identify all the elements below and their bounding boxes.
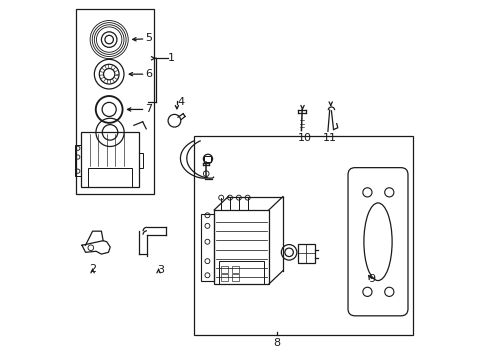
Bar xyxy=(298,243,315,263)
Text: 1: 1 xyxy=(168,53,174,63)
Text: 4: 4 xyxy=(177,98,184,107)
Bar xyxy=(194,136,413,335)
Bar xyxy=(232,266,239,273)
Text: 10: 10 xyxy=(298,133,312,143)
Bar xyxy=(201,213,214,280)
Bar xyxy=(232,274,239,280)
Text: 6: 6 xyxy=(146,69,152,79)
Bar xyxy=(214,210,269,284)
Bar xyxy=(139,153,144,168)
Bar xyxy=(204,156,212,162)
Bar xyxy=(81,132,139,187)
Text: 8: 8 xyxy=(273,338,280,348)
Bar xyxy=(221,274,228,280)
Text: 5: 5 xyxy=(146,33,152,43)
Bar xyxy=(76,9,154,194)
Bar xyxy=(220,261,264,284)
Text: 7: 7 xyxy=(146,104,152,114)
Text: 3: 3 xyxy=(157,265,164,275)
Bar xyxy=(221,266,228,273)
Text: 9: 9 xyxy=(368,274,375,284)
Text: 11: 11 xyxy=(323,133,337,143)
Bar xyxy=(74,145,81,176)
Text: 2: 2 xyxy=(89,264,96,274)
Bar xyxy=(88,168,132,187)
